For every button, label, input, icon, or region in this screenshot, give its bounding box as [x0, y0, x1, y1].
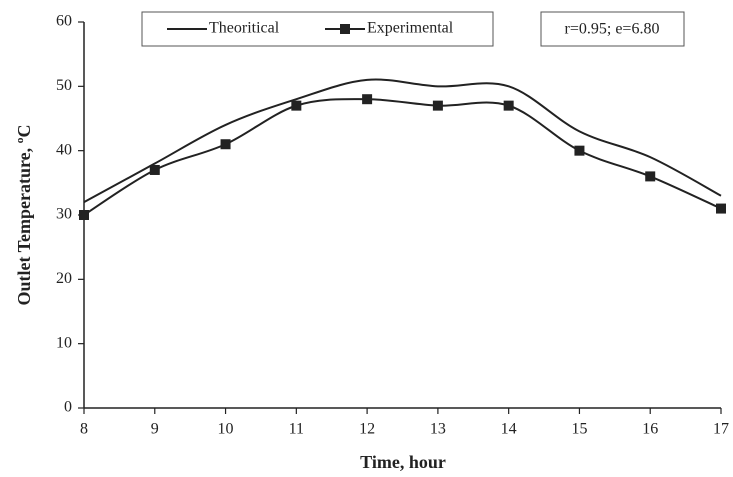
data-point: [645, 171, 656, 182]
y-tick-label: 40: [56, 141, 72, 158]
y-tick-label: 10: [56, 334, 72, 351]
y-tick-label: 20: [56, 270, 72, 287]
y-tick-label: 60: [56, 13, 72, 30]
x-tick-label: 17: [713, 421, 729, 438]
legend-label: Experimental: [367, 20, 454, 37]
legend-marker: [340, 24, 350, 34]
y-axis-title: Outlet Temperature, ºC: [14, 124, 34, 305]
x-tick-label: 8: [80, 421, 88, 438]
y-tick-label: 50: [56, 77, 72, 94]
x-tick-label: 12: [359, 421, 375, 438]
x-tick-label: 11: [289, 421, 304, 438]
series-line: [83, 78, 722, 204]
data-point: [432, 100, 443, 111]
x-tick-label: 15: [571, 421, 587, 438]
y-tick-label: 0: [64, 399, 72, 416]
annotation-box: [540, 11, 685, 47]
data-point: [291, 100, 302, 111]
data-point: [220, 139, 231, 150]
annotation: r=0.95; e=6.80: [565, 21, 660, 38]
data-point: [362, 94, 373, 105]
data-point: [503, 100, 514, 111]
x-axis-title: Time, hour: [360, 452, 446, 472]
data-point: [79, 210, 89, 220]
x-tick-label: 10: [218, 421, 234, 438]
legend-label: Theoritical: [209, 20, 280, 37]
series-line: [83, 98, 722, 216]
data-point: [149, 164, 160, 175]
x-tick-label: 13: [430, 421, 446, 438]
x-tick-label: 9: [151, 421, 159, 438]
x-tick-label: 16: [642, 421, 658, 438]
x-tick-label: 14: [501, 421, 517, 438]
data-point: [716, 203, 726, 214]
y-tick-label: 30: [56, 206, 72, 223]
data-point: [574, 145, 585, 156]
